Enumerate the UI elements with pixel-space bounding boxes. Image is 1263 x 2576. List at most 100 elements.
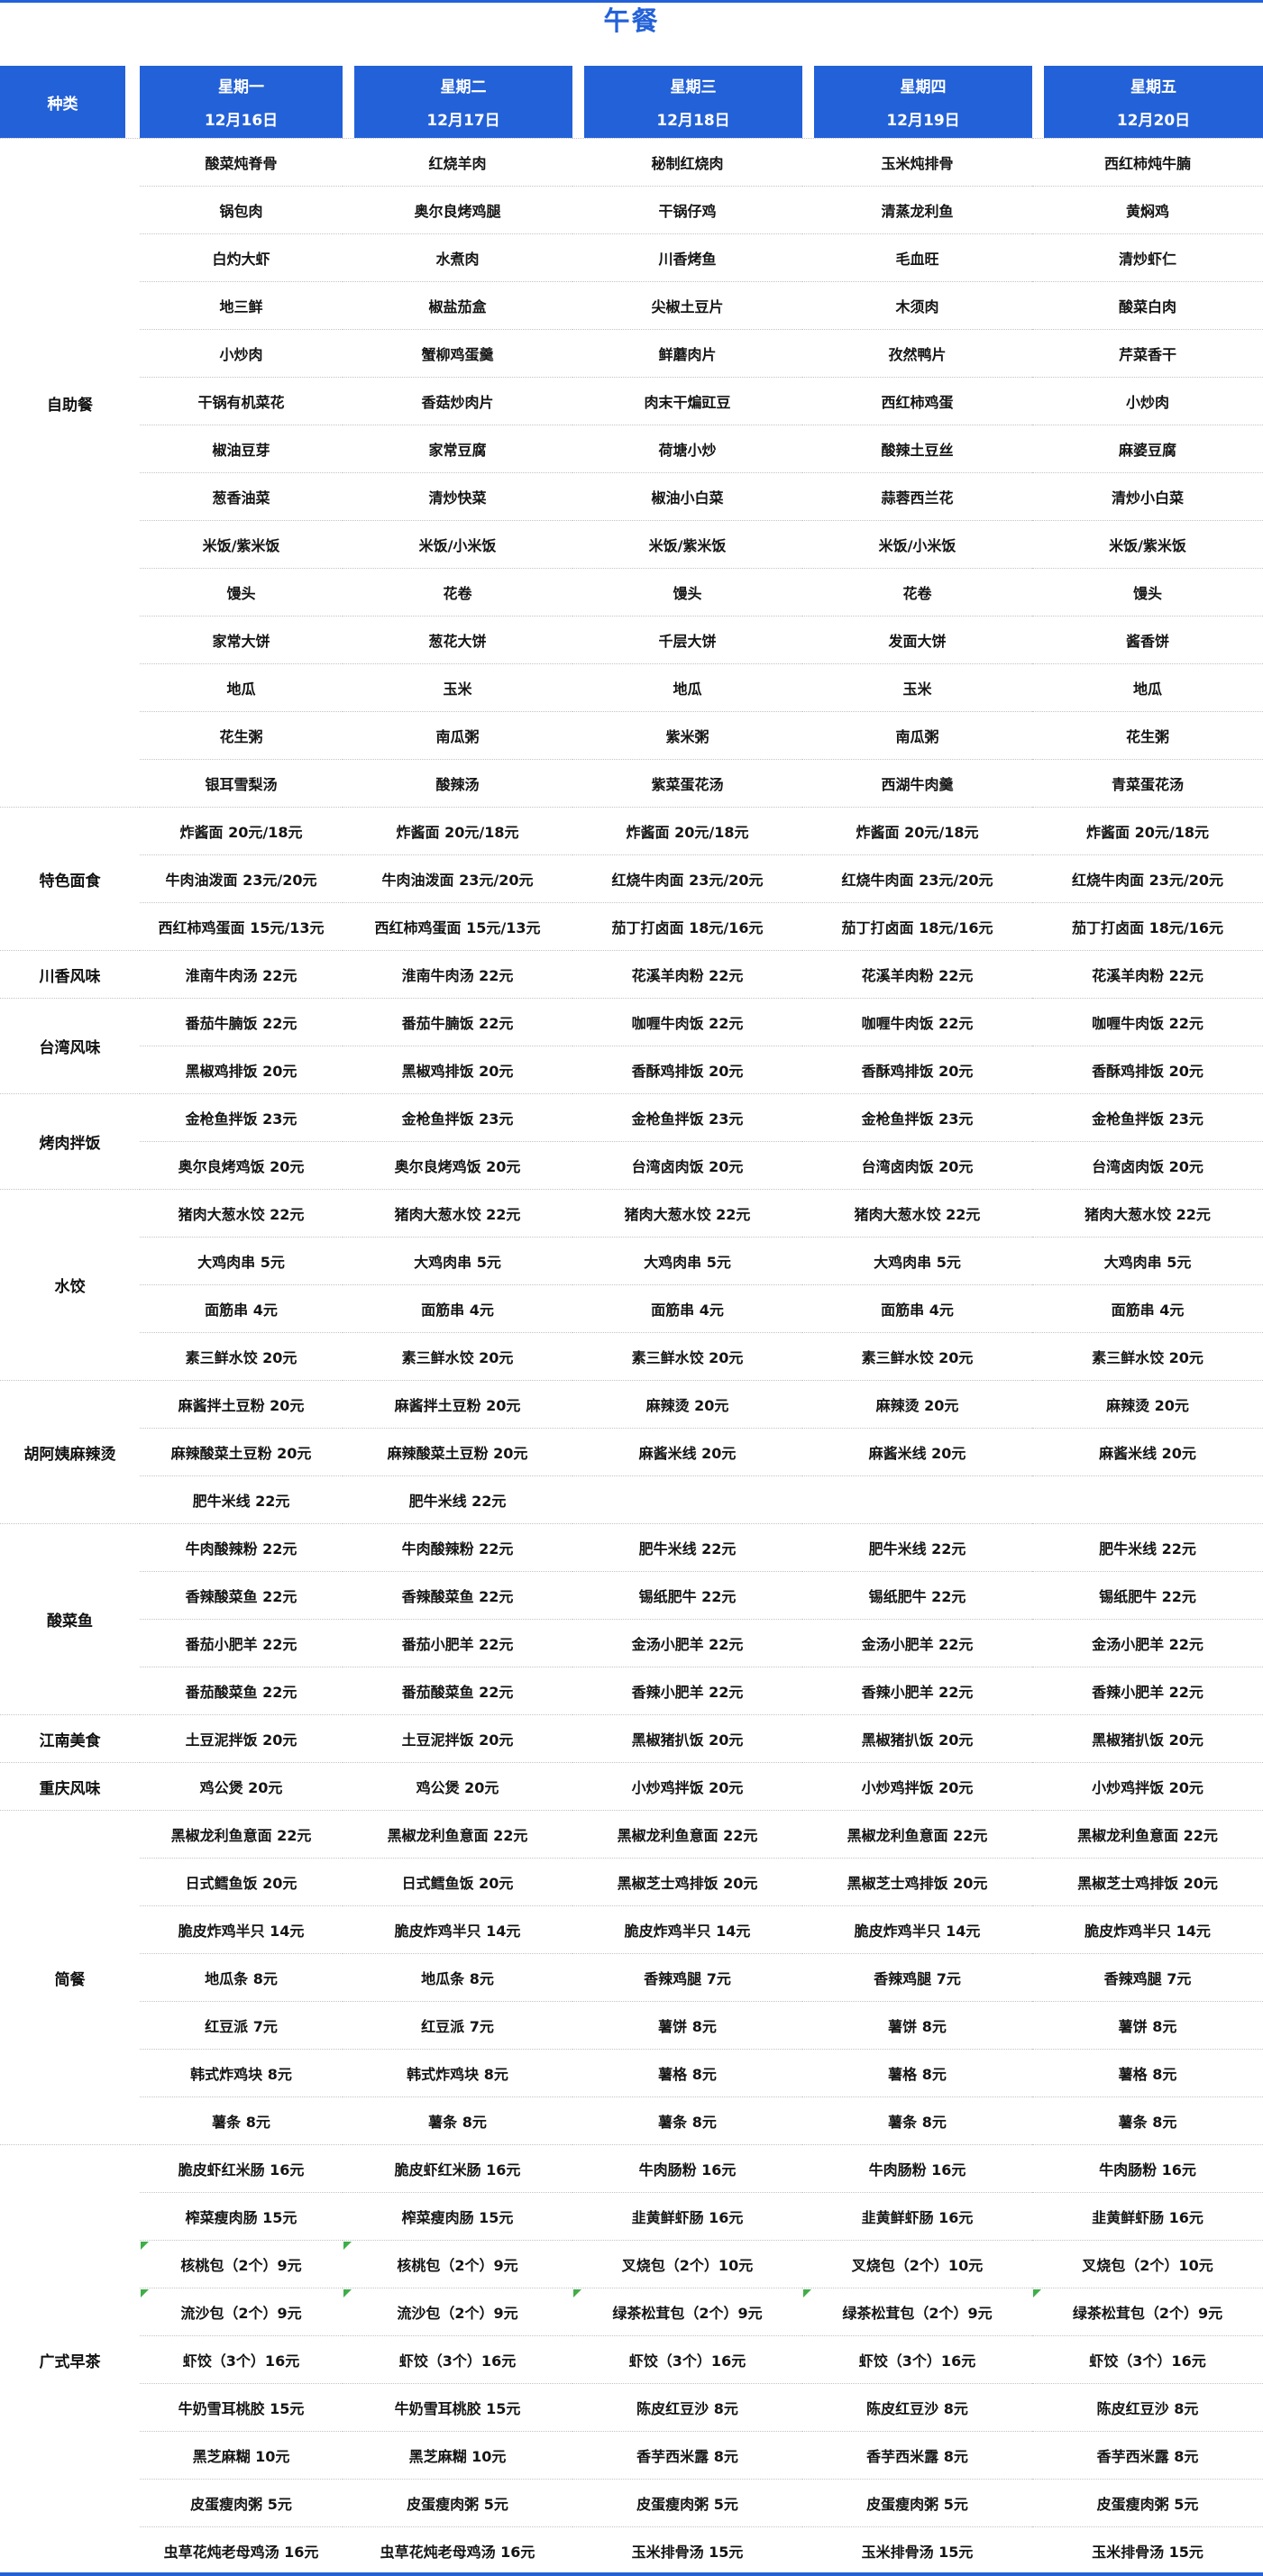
lunch-menu-table: 种类 星期一 12月16日 星期二 12月17日 星期三 12月18日 星期四 … <box>0 66 1263 2574</box>
menu-item-cell: 黑椒龙利鱼意面 22元 <box>572 1810 802 1858</box>
menu-item-cell: 脆皮虾红米肠 16元 <box>140 2144 343 2192</box>
menu-item-cell: 川香烤鱼 <box>572 233 802 281</box>
weekday-label: 星期四 <box>900 78 947 96</box>
menu-item-cell: 小炒肉 <box>1032 377 1263 425</box>
weekday-label: 星期五 <box>1130 78 1176 96</box>
weekday-label: 星期三 <box>670 78 717 96</box>
comment-flag-icon <box>573 2289 581 2297</box>
menu-item-cell: 芹菜香干 <box>1032 329 1263 377</box>
menu-item-cell: 面筋串 4元 <box>572 1284 802 1332</box>
menu-item-cell: 麻辣酸菜土豆粉 20元 <box>343 1428 572 1475</box>
menu-item-cell: 薯格 8元 <box>1032 2049 1263 2096</box>
menu-item-cell: 花生粥 <box>140 711 343 759</box>
menu-item-cell: 猪肉大葱水饺 22元 <box>140 1189 343 1237</box>
menu-row: 虾饺（3个）16元 虾饺（3个）16元 虾饺（3个）16元 虾饺（3个）16元 虾饺（3… <box>0 2335 1263 2383</box>
menu-item-cell: 西红柿鸡蛋 <box>802 377 1032 425</box>
menu-item-cell: 牛肉肠粉 16元 <box>802 2144 1032 2192</box>
menu-item-cell: 黑椒龙利鱼意面 22元 <box>1032 1810 1263 1858</box>
menu-row: 脆皮炸鸡半只 14元 脆皮炸鸡半只 14元 脆皮炸鸡半只 14元 脆皮炸鸡半只 14元… <box>0 1905 1263 1953</box>
menu-row: 简餐 黑椒龙利鱼意面 22元 黑椒龙利鱼意面 22元 黑椒龙利鱼意面 22元 黑椒龙利鱼… <box>0 1810 1263 1989</box>
menu-item-cell: 金枪鱼拌饭 23元 <box>1032 1093 1263 1141</box>
menu-item-cell: 金枪鱼拌饭 23元 <box>343 1093 572 1141</box>
menu-item-cell: 麻辣酸菜土豆粉 20元 <box>140 1428 343 1475</box>
menu-row: 胡阿姨麻辣烫 麻酱拌土豆粉 20元 麻酱拌土豆粉 20元 麻辣烫 20元 麻辣烫 20元… <box>0 1380 1263 1464</box>
menu-row: 川香风味 淮南牛肉汤 22元 淮南牛肉汤 22元 花溪羊肉粉 22元 花溪羊肉粉 22元… <box>0 950 1263 998</box>
menu-row: 葱香油菜 清炒快菜 椒油小白菜 蒜蓉西兰花 清炒小白菜 <box>0 472 1263 520</box>
date-label: 12月16日 <box>204 112 279 130</box>
menu-item-cell: 番茄小肥羊 22元 <box>343 1619 572 1667</box>
menu-item-cell: 麻婆豆腐 <box>1032 425 1263 472</box>
comment-flag-icon <box>141 2289 149 2297</box>
menu-row: 牛肉油泼面 23元/20元 牛肉油泼面 23元/20元 红烧牛肉面 23元/20元红… <box>0 854 1263 902</box>
menu-item-cell: 家常豆腐 <box>343 425 572 472</box>
menu-item-cell: 陈皮红豆沙 8元 <box>1032 2383 1263 2431</box>
menu-item-cell: 虫草花炖老母鸡汤 16元 <box>343 2526 572 2574</box>
menu-item-cell: 香辣小肥羊 22元 <box>1032 1667 1263 1714</box>
menu-item-cell: 流沙包（2个）9元 <box>343 2288 572 2335</box>
menu-item-cell: 薯条 8元 <box>140 2096 343 2144</box>
menu-item-cell: 椒盐茄盒 <box>343 281 572 329</box>
menu-item-cell: 番茄牛腩饭 22元 <box>343 998 572 1046</box>
menu-item-cell: 麻辣烫 20元 <box>572 1380 802 1428</box>
menu-row: 地瓜 玉米 地瓜 玉米 地瓜 <box>0 663 1263 711</box>
comment-flag-icon <box>343 2242 352 2250</box>
menu-item-cell: 香辣鸡腿 7元 <box>572 1953 802 2001</box>
menu-item-cell: 素三鲜水饺 20元 <box>1032 1332 1263 1380</box>
menu-item-cell: 红烧羊肉 <box>343 138 572 186</box>
menu-item-cell: 炸酱面 20元/18元 <box>1032 807 1263 854</box>
menu-item-cell: 红烧牛肉面 23元/20元 <box>572 854 802 902</box>
menu-item-cell: 肥牛米线 22元 <box>343 1475 572 1523</box>
menu-item-cell: 绿茶松茸包（2个）9元 <box>572 2288 802 2335</box>
menu-item-cell: 叉烧包（2个）10元 <box>802 2240 1032 2288</box>
menu-item-cell: 地三鲜 <box>140 281 343 329</box>
menu-item-cell: 大鸡肉串 5元 <box>802 1237 1032 1284</box>
menu-item-cell: 素三鲜水饺 20元 <box>572 1332 802 1380</box>
menu-item-cell: 薯饼 8元 <box>802 2001 1032 2049</box>
menu-row: 皮蛋瘦肉粥 5元 皮蛋瘦肉粥 5元 皮蛋瘦肉粥 5元 皮蛋瘦肉粥 5元 皮蛋瘦肉粥 5元 <box>0 2479 1263 2526</box>
menu-item-cell: 白灼大虾 <box>140 233 343 281</box>
menu-item-cell: 孜然鸭片 <box>802 329 1032 377</box>
menu-item-cell: 花卷 <box>802 568 1032 616</box>
menu-row: 素三鲜水饺 20元 素三鲜水饺 20元 素三鲜水饺 20元 素三鲜水饺 20元 素三鲜水… <box>0 1332 1263 1380</box>
menu-row: 面筋串 4元 面筋串 4元 面筋串 4元 面筋串 4元 面筋串 4元 <box>0 1284 1263 1332</box>
menu-item-cell: 鲜蘑肉片 <box>572 329 802 377</box>
menu-item-cell: 韭黄鲜虾肠 16元 <box>802 2192 1032 2240</box>
menu-row: 米饭/紫米饭 米饭/小米饭 米饭/紫米饭 米饭/小米饭 米饭/紫米饭 <box>0 520 1263 568</box>
menu-item-cell: 清炒虾仁 <box>1032 233 1263 281</box>
menu-item-cell: 花溪羊肉粉 22元 <box>802 950 1032 998</box>
menu-item-cell: 麻酱米线 20元 <box>572 1428 802 1475</box>
menu-item-cell: 红豆派 7元 <box>140 2001 343 2049</box>
menu-item-cell: 韭黄鲜虾肠 16元 <box>1032 2192 1263 2240</box>
menu-row: 小炒肉 蟹柳鸡蛋羹 鲜蘑肉片 孜然鸭片 芹菜香干 <box>0 329 1263 377</box>
menu-item-cell: 炸酱面 20元/18元 <box>572 807 802 854</box>
menu-row: 核桃包（2个）9元 核桃包（2个）9元 叉烧包（2个）10元 叉烧包（2个）10元 叉烧… <box>0 2240 1263 2288</box>
menu-item-cell: 黑椒龙利鱼意面 22元 <box>802 1810 1032 1858</box>
menu-item-cell: 绿茶松茸包（2个）9元 <box>802 2288 1032 2335</box>
category-label: 江南美食 <box>0 1714 140 1762</box>
menu-item-cell: 黑椒龙利鱼意面 22元 <box>343 1810 572 1858</box>
page-title: 午餐 <box>603 5 660 36</box>
menu-row: 流沙包（2个）9元 流沙包（2个）9元 绿茶松茸包（2个）9元 绿茶松茸包（2个）9元… <box>0 2288 1263 2335</box>
menu-item-cell: 台湾卤肉饭 20元 <box>572 1141 802 1189</box>
menu-item-cell: 西红柿鸡蛋面 15元/13元 <box>140 902 343 950</box>
menu-item-cell: 西红柿炖牛腩 <box>1032 138 1263 186</box>
menu-item-cell: 虾饺（3个）16元 <box>1032 2335 1263 2383</box>
menu-row: 自助餐 酸菜炖脊骨 红烧羊肉 秘制红烧肉 玉米炖排骨 西红柿炖牛腩 <box>0 138 1263 415</box>
menu-item-cell: 酸菜白肉 <box>1032 281 1263 329</box>
menu-item-cell: 炸酱面 20元/18元 <box>802 807 1032 854</box>
date-label: 12月18日 <box>656 112 730 130</box>
menu-item-cell: 毛血旺 <box>802 233 1032 281</box>
menu-row: 锅包肉 奥尔良烤鸡腿 干锅仔鸡 清蒸龙利鱼 黄焖鸡 <box>0 186 1263 233</box>
menu-item-cell: 香辣鸡腿 7元 <box>802 1953 1032 2001</box>
menu-item-cell: 日式鳕鱼饭 20元 <box>343 1858 572 1905</box>
menu-item-cell: 香酥鸡排饭 20元 <box>572 1046 802 1093</box>
menu-item-cell: 米饭/紫米饭 <box>1032 520 1263 568</box>
menu-row: 大鸡肉串 5元 大鸡肉串 5元 大鸡肉串 5元 大鸡肉串 5元 大鸡肉串 5元 <box>0 1237 1263 1284</box>
menu-item-cell: 花卷 <box>343 568 572 616</box>
menu-item-cell: 脆皮虾红米肠 16元 <box>343 2144 572 2192</box>
category-label: 水饺 <box>0 1189 140 1380</box>
menu-item-cell: 牛肉酸辣粉 22元 <box>343 1523 572 1571</box>
menu-item-cell: 猪肉大葱水饺 22元 <box>343 1189 572 1237</box>
menu-item-cell: 核桃包（2个）9元 <box>140 2240 343 2288</box>
menu-item-cell: 香菇炒肉片 <box>343 377 572 425</box>
